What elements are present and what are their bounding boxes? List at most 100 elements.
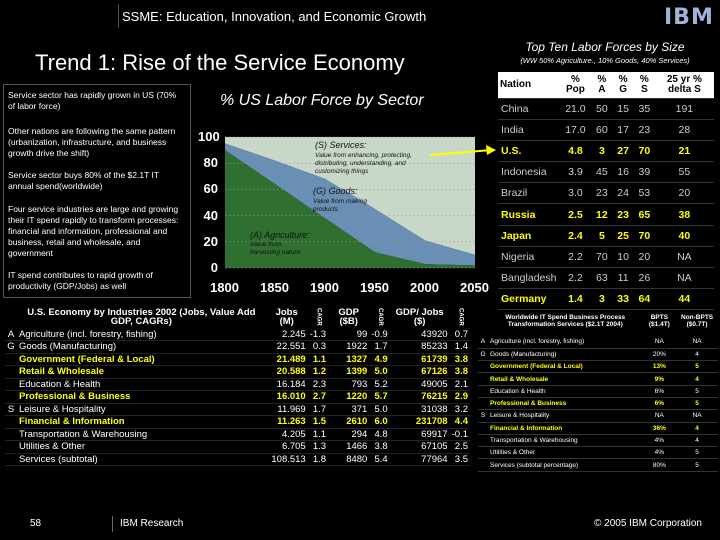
value-cell: 5 xyxy=(676,385,718,398)
value-cell: 70 xyxy=(638,229,651,242)
note-5: IT spend contributes to rapid growth of … xyxy=(8,270,153,291)
value-cell: 2.5 xyxy=(449,440,470,454)
industry-cell: Agriculture (incl. forestry, fishing) xyxy=(17,328,266,341)
value-cell: 1327 xyxy=(328,353,370,366)
labor-row: India 17.0 60 17 23 28 xyxy=(498,119,714,141)
goods-desc: Value from making products xyxy=(313,198,367,213)
labor-header-cell: 25 yr % delta S xyxy=(654,72,714,98)
value-cell: 20 xyxy=(638,250,651,263)
us-economy-header-row: U.S. Economy by Industries 2002 (Jobs, V… xyxy=(5,306,470,328)
nation-cell: Bangladesh xyxy=(501,272,557,285)
labor-header-cell: % S xyxy=(633,72,655,98)
nation-cell: Japan xyxy=(501,229,532,242)
value-cell: 2.7 xyxy=(307,390,329,404)
industry-cell: Leisure & Hospitality xyxy=(488,409,643,423)
value-cell: 64 xyxy=(638,293,651,306)
agriculture-area xyxy=(225,150,475,268)
sector-class-cell: G xyxy=(478,348,488,362)
labor-row: Nigeria 2.2 70 10 20 NA xyxy=(498,246,714,268)
value-cell: 2.2 xyxy=(568,250,583,263)
labor-table-subtitle: (WW 50% Agriculture., 10% Goods, 40% Ser… xyxy=(520,56,690,65)
value-cell: 85233 xyxy=(389,340,450,354)
value-cell: 1.4 xyxy=(449,340,470,354)
value-cell: 16.184 xyxy=(265,378,308,391)
industry-cell: Goods (Manufacturing) xyxy=(488,348,643,362)
value-cell: 2610 xyxy=(328,415,370,429)
sector-class-cell xyxy=(478,422,488,435)
value-cell: 1.3 xyxy=(307,440,329,454)
value-cell: 108.513 xyxy=(265,453,308,466)
worldwide-it-row: A Agriculture (incl. forestry, fishing) NA… xyxy=(478,336,718,349)
sector-class-cell xyxy=(5,440,17,454)
value-cell: 4 xyxy=(676,434,718,448)
value-cell: NA xyxy=(642,409,677,423)
sector-class-cell xyxy=(5,453,17,466)
value-cell: 4 xyxy=(676,422,718,435)
value-cell: 3 xyxy=(598,293,605,306)
us-economy-row: S Leisure & Hospitality 11.969 1.7 371 5.0 310… xyxy=(5,403,470,416)
value-cell: 67105 xyxy=(389,440,450,454)
value-cell: 36% xyxy=(642,422,677,435)
nation-cell: Nigeria xyxy=(501,250,535,263)
y-tick-label: 40 xyxy=(203,207,218,223)
value-cell: 2.5 xyxy=(568,208,583,221)
services-label: (S) Services: xyxy=(315,140,367,150)
note-4: Four service industries are large and gr… xyxy=(8,204,179,258)
sector-class-cell: A xyxy=(5,328,17,341)
value-cell: 21.0 xyxy=(565,102,586,115)
value-cell: 63 xyxy=(596,272,608,285)
value-cell: 4% xyxy=(642,446,677,460)
value-cell: 1.7 xyxy=(369,340,390,354)
value-cell: 23 xyxy=(638,123,651,136)
footer: 58 IBM Research © 2005 IBM Corporation xyxy=(0,516,720,540)
value-cell: 2.9 xyxy=(449,390,470,404)
worldwide-it-header-cell: Worldwide IT Spend Business Process Tran… xyxy=(505,314,626,328)
value-cell: 53 xyxy=(638,187,651,200)
value-cell: 76215 xyxy=(389,390,450,404)
copyright: © 2005 IBM Corporation xyxy=(594,518,702,529)
value-cell: 31038 xyxy=(389,403,450,416)
value-cell: 5.4 xyxy=(369,453,390,466)
value-cell: NA xyxy=(677,250,692,263)
value-cell: 16.010 xyxy=(265,390,308,404)
labor-header-cell: Nation xyxy=(498,72,560,98)
value-cell: 231708 xyxy=(389,415,450,429)
value-cell: 16 xyxy=(617,166,629,179)
value-cell: 13% xyxy=(642,360,677,374)
value-cell: 5 xyxy=(598,229,605,242)
header-divider xyxy=(118,4,119,28)
value-cell: 5.7 xyxy=(369,390,390,404)
note-1: Service sector has rapidly grown in US (… xyxy=(8,90,177,111)
notes-panel xyxy=(3,84,191,298)
value-cell: 6% xyxy=(642,397,677,411)
labor-table-title: Top Ten Labor Forces by Size xyxy=(525,40,685,54)
value-cell: 0.7 xyxy=(449,328,470,341)
labor-header-row: Nation% Pop% A% G% S 25 yr % delta S xyxy=(498,72,714,98)
value-cell: 12 xyxy=(596,208,608,221)
value-cell: 5.0 xyxy=(369,403,390,416)
value-cell: 26 xyxy=(638,272,651,285)
nation-cell: Germany xyxy=(501,293,547,306)
value-cell: 1466 xyxy=(328,440,370,454)
value-cell: 2.3 xyxy=(307,378,329,391)
y-tick-label: 0 xyxy=(210,260,218,275)
sector-class-cell: S xyxy=(478,409,488,423)
value-cell: 11.263 xyxy=(265,415,308,429)
industry-cell: Education & Health xyxy=(488,385,643,398)
value-cell: 80% xyxy=(642,458,677,472)
value-cell: 6.0 xyxy=(369,415,390,429)
x-tick-label: 1800 xyxy=(210,280,239,295)
value-cell: 67126 xyxy=(389,365,450,379)
agriculture-desc: Value from harvesting nature xyxy=(250,241,301,256)
labor-row: Indonesia 3.9 45 16 39 55 xyxy=(498,162,714,183)
value-cell: 35 xyxy=(638,102,651,115)
worldwide-it-table: Worldwide IT Spend Business Process Tran… xyxy=(478,306,718,472)
us-economy-row: Financial & Information 11.263 1.5 2610 6.0 2… xyxy=(5,415,470,429)
us-economy-header-cell: CAGR xyxy=(315,308,322,326)
industry-cell: Retail & Wholesale xyxy=(17,365,266,379)
value-cell: 61739 xyxy=(389,353,450,366)
value-cell: 4.205 xyxy=(265,428,308,441)
value-cell: 4.8 xyxy=(568,144,583,157)
labor-row: China 21.0 50 15 35 191 xyxy=(498,98,714,120)
value-cell: 49005 xyxy=(389,378,450,391)
